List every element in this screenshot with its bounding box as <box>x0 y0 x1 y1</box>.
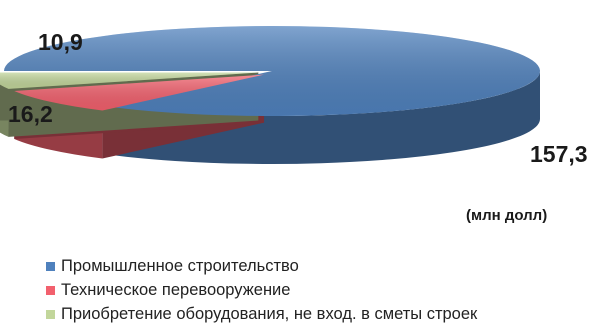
legend-item: Техническое перевооружение <box>46 278 477 302</box>
legend-swatch <box>46 261 55 271</box>
pie-slice-side <box>110 71 540 164</box>
data-label-1: 157,3 <box>530 141 588 167</box>
legend-label: Приобретение оборудования, не вход. в см… <box>61 304 478 323</box>
pie-slice-shine <box>14 74 265 111</box>
legend-item: Промышленное строительство <box>46 254 477 278</box>
legend-label: Техническое перевооружение <box>61 280 291 299</box>
data-label-3: 10,9 <box>38 29 83 55</box>
pie-slice-shine <box>0 72 259 89</box>
pie-slices <box>0 26 541 116</box>
data-label-2: 16,2 <box>8 101 53 127</box>
legend-item: Приобретение оборудования, не вход. в см… <box>46 302 477 326</box>
legend-swatch <box>46 309 55 319</box>
legend-swatch <box>46 285 55 295</box>
legend: Промышленное строительство Техническое пе… <box>46 254 477 326</box>
legend-label: Промышленное строительство <box>61 256 299 275</box>
pie-slice-shine <box>4 26 541 116</box>
pie-data-labels: 157,3 16,2 10,9 <box>8 29 588 167</box>
unit-label: (млн долл) <box>466 207 547 224</box>
